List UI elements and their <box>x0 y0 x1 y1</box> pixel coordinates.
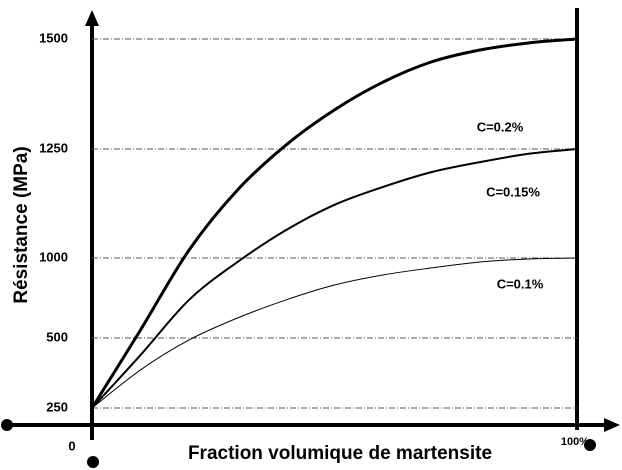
line <box>90 37 578 409</box>
y-tick-label: 1000 <box>39 249 68 264</box>
series-label: C=0.2% <box>477 119 524 134</box>
x-tick-label: 100% <box>561 436 589 448</box>
series-label: C=0.15% <box>486 184 540 199</box>
x-axis-arrow <box>604 418 620 432</box>
grid <box>92 38 577 409</box>
line <box>91 148 578 409</box>
x-axis-title: Fraction volumique de martensite <box>188 443 492 464</box>
y-tick-label: 500 <box>46 329 68 344</box>
dot <box>87 456 99 468</box>
x-tick-label: 0 <box>68 438 75 453</box>
dot <box>1 419 13 431</box>
y-tick-label: 250 <box>46 399 68 414</box>
y-axis-arrow <box>85 10 99 26</box>
plot <box>90 37 578 409</box>
y-tick-label: 1250 <box>39 140 68 155</box>
y-tick-label: 1500 <box>39 30 68 45</box>
series-label: C=0.1% <box>497 276 544 291</box>
line <box>91 257 578 409</box>
dot <box>584 439 596 451</box>
y-axis-title: Résistance (MPa) <box>11 146 32 303</box>
